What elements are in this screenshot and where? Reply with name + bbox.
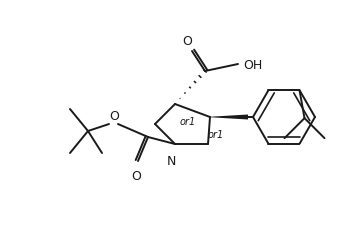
Text: O: O — [109, 109, 119, 123]
Text: OH: OH — [243, 58, 262, 71]
Text: O: O — [131, 169, 141, 182]
Text: or1: or1 — [180, 117, 196, 126]
Text: or1: or1 — [208, 129, 224, 139]
Text: O: O — [182, 35, 192, 48]
Polygon shape — [210, 115, 248, 120]
Text: N: N — [166, 154, 176, 167]
